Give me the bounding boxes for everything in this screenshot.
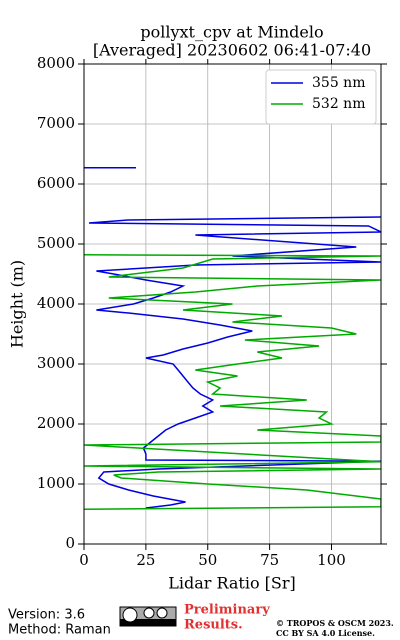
x-tick-label: 100 <box>317 551 346 569</box>
preliminary: Preliminary <box>184 603 270 618</box>
legend-label: 532 nm <box>312 96 365 112</box>
license: CC BY SA 4.0 License. <box>276 628 375 638</box>
by-icon <box>143 607 155 619</box>
plot-frame <box>83 63 382 545</box>
sa-icon <box>156 607 168 619</box>
y-tick-label: 4000 <box>37 294 75 312</box>
legend: 355 nm 532 nm <box>265 69 377 125</box>
y-tick-label: 3000 <box>37 354 75 372</box>
cc-icon <box>122 607 138 623</box>
chart-title: pollyxt_cpv at Mindelo <box>140 23 323 42</box>
x-tick-label: 0 <box>79 551 89 569</box>
y-tick-label: 2000 <box>37 414 75 432</box>
legend-label: 355 nm <box>312 75 365 91</box>
x-tick-label: 25 <box>136 551 155 569</box>
x-axis-label: Lidar Ratio [Sr] <box>168 574 296 593</box>
y-tick-label: 1000 <box>37 474 75 492</box>
y-axis-label: Height (m) <box>8 260 27 348</box>
y-tick-label: 6000 <box>37 174 75 192</box>
method: Method: Raman <box>8 623 111 638</box>
preliminary: Results. <box>184 618 243 633</box>
y-tick-label: 5000 <box>37 234 75 252</box>
x-tick-label: 75 <box>260 551 279 569</box>
profile-line <box>84 254 381 510</box>
copyright: © TROPOS & OSCM 2023. <box>276 618 394 628</box>
x-tick-label: 50 <box>198 551 217 569</box>
y-tick-label: 7000 <box>37 114 75 132</box>
version: Version: 3.6 <box>8 608 85 623</box>
cc-logo-band <box>120 619 176 626</box>
y-tick-label: 8000 <box>37 54 75 72</box>
plot-area <box>84 64 381 544</box>
chart-subtitle: [Averaged] 20230602 06:41-07:40 <box>93 41 371 60</box>
y-tick-label: 0 <box>65 534 75 552</box>
profile-line <box>84 167 381 509</box>
footer: Version: 3.6 Method: Raman Preliminary R… <box>8 603 394 639</box>
